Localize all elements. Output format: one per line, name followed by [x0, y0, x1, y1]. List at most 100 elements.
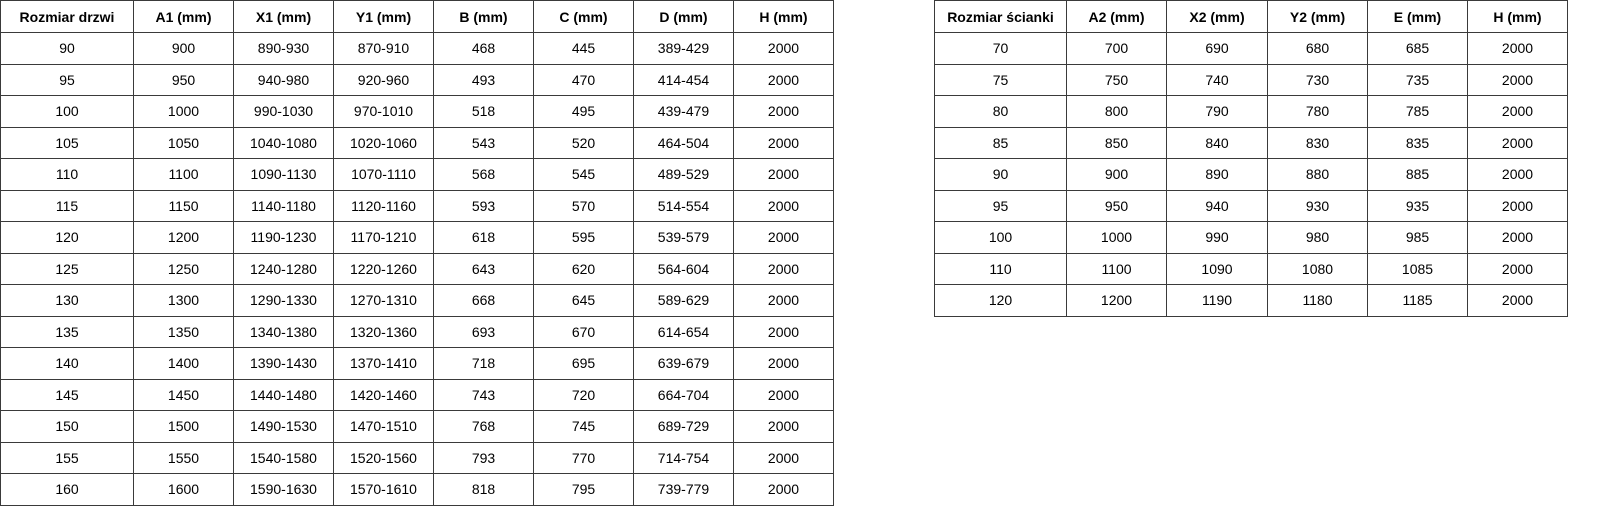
table-cell: 568: [433, 158, 534, 191]
table-row: 145 1450 1440-1480 1420-1460 743 720 664-704 20…: [0, 378, 834, 411]
table-cell: 1200: [133, 221, 234, 254]
table-cell: 1100: [133, 158, 234, 191]
table-cell: 445: [533, 32, 634, 65]
table-cell: 785: [1367, 95, 1468, 128]
table-cell: 155: [0, 441, 134, 474]
table-row: 150 1500 1490-1530 1470-1510 768 745 689-729 20…: [0, 410, 834, 443]
table-cell: 800: [1066, 95, 1167, 128]
table-cell: 2000: [1467, 252, 1568, 285]
table-cell: 1450: [133, 378, 234, 411]
table-cell: 670: [533, 315, 634, 348]
table-cell: 2000: [733, 315, 834, 348]
table-cell: 930: [1267, 189, 1368, 222]
table-cell: 2000: [733, 347, 834, 380]
table-cell: 493: [433, 63, 534, 96]
table-cell: 1470-1510: [333, 410, 434, 443]
table-cell: 145: [0, 378, 134, 411]
table-cell: 589-629: [633, 284, 734, 317]
table-cell: 2000: [733, 32, 834, 65]
table-cell: 2000: [733, 158, 834, 191]
table-cell: 940: [1166, 189, 1268, 222]
table-cell: 730: [1267, 63, 1368, 96]
table-cell: 1390-1430: [233, 347, 334, 380]
table-cell: 750: [1066, 63, 1167, 96]
table-cell: 795: [533, 473, 634, 506]
column-header: Rozmiar drzwi: [0, 0, 134, 33]
table-cell: 1190-1230: [233, 221, 334, 254]
table-cell: 985: [1367, 221, 1468, 254]
table-cell: 115: [0, 189, 134, 222]
column-header: Y2 (mm): [1267, 0, 1368, 33]
table-cell: 1340-1380: [233, 315, 334, 348]
table-cell: 850: [1066, 126, 1167, 159]
table-cell: 840: [1166, 126, 1268, 159]
table-cell: 1400: [133, 347, 234, 380]
table-cell: 95: [0, 63, 134, 96]
table-row: 125 1250 1240-1280 1220-1260 643 620 564-604 20…: [0, 252, 834, 285]
column-header: A1 (mm): [133, 0, 234, 33]
header-row: Rozmiar ścianki A2 (mm) X2 (mm) Y2 (mm) E (m…: [934, 0, 1568, 33]
table-cell: 664-704: [633, 378, 734, 411]
table-cell: 618: [433, 221, 534, 254]
table-cell: 1080: [1267, 252, 1368, 285]
table-cell: 130: [0, 284, 134, 317]
table-cell: 890: [1166, 158, 1268, 191]
table-cell: 2000: [1467, 158, 1568, 191]
table-cell: 1370-1410: [333, 347, 434, 380]
table-cell: 614-654: [633, 315, 734, 348]
table-cell: 1170-1210: [333, 221, 434, 254]
table-cell: 489-529: [633, 158, 734, 191]
table-cell: 1150: [133, 189, 234, 222]
column-header: Y1 (mm): [333, 0, 434, 33]
table-cell: 740: [1166, 63, 1268, 96]
table-cell: 700: [1066, 32, 1167, 65]
table-cell: 85: [934, 126, 1067, 159]
table-cell: 1500: [133, 410, 234, 443]
table-cell: 920-960: [333, 63, 434, 96]
table-cell: 75: [934, 63, 1067, 96]
table-row: 120 1200 1190 1180 1185 2000: [934, 284, 1568, 317]
table-cell: 780: [1267, 95, 1368, 128]
table-cell: 1180: [1267, 284, 1368, 317]
table-cell: 745: [533, 410, 634, 443]
table-cell: 790: [1166, 95, 1268, 128]
table-cell: 685: [1367, 32, 1468, 65]
table-cell: 680: [1267, 32, 1368, 65]
table-cell: 2000: [1467, 189, 1568, 222]
column-header: D (mm): [633, 0, 734, 33]
table-cell: 690: [1166, 32, 1268, 65]
table-row: 85 850 840 830 835 2000: [934, 126, 1568, 159]
table-cell: 950: [1066, 189, 1167, 222]
table-cell: 564-604: [633, 252, 734, 285]
wall-size-table: Rozmiar ścianki A2 (mm) X2 (mm) Y2 (mm) E (m…: [934, 0, 1568, 317]
table-row: 95 950 940 930 935 2000: [934, 189, 1568, 222]
table-cell: 620: [533, 252, 634, 285]
table-cell: 2000: [733, 252, 834, 285]
table-cell: 880: [1267, 158, 1368, 191]
table-cell: 120: [0, 221, 134, 254]
table-row: 135 1350 1340-1380 1320-1360 693 670 614-654 20…: [0, 315, 834, 348]
table-cell: 520: [533, 126, 634, 159]
column-header: X2 (mm): [1166, 0, 1268, 33]
table-row: 100 1000 990 980 985 2000: [934, 221, 1568, 254]
table-cell: 2000: [733, 441, 834, 474]
table-cell: 1185: [1367, 284, 1468, 317]
table-cell: 870-910: [333, 32, 434, 65]
table-cell: 1220-1260: [333, 252, 434, 285]
table-cell: 1140-1180: [233, 189, 334, 222]
table-cell: 935: [1367, 189, 1468, 222]
table-cell: 689-729: [633, 410, 734, 443]
table-cell: 770: [533, 441, 634, 474]
table-cell: 414-454: [633, 63, 734, 96]
table-cell: 885: [1367, 158, 1468, 191]
table-cell: 140: [0, 347, 134, 380]
table-cell: 1590-1630: [233, 473, 334, 506]
table-cell: 389-429: [633, 32, 734, 65]
column-header: E (mm): [1367, 0, 1468, 33]
table-cell: 645: [533, 284, 634, 317]
table-cell: 720: [533, 378, 634, 411]
table-cell: 470: [533, 63, 634, 96]
column-header: A2 (mm): [1066, 0, 1167, 33]
table-cell: 495: [533, 95, 634, 128]
table-cell: 1000: [1066, 221, 1167, 254]
